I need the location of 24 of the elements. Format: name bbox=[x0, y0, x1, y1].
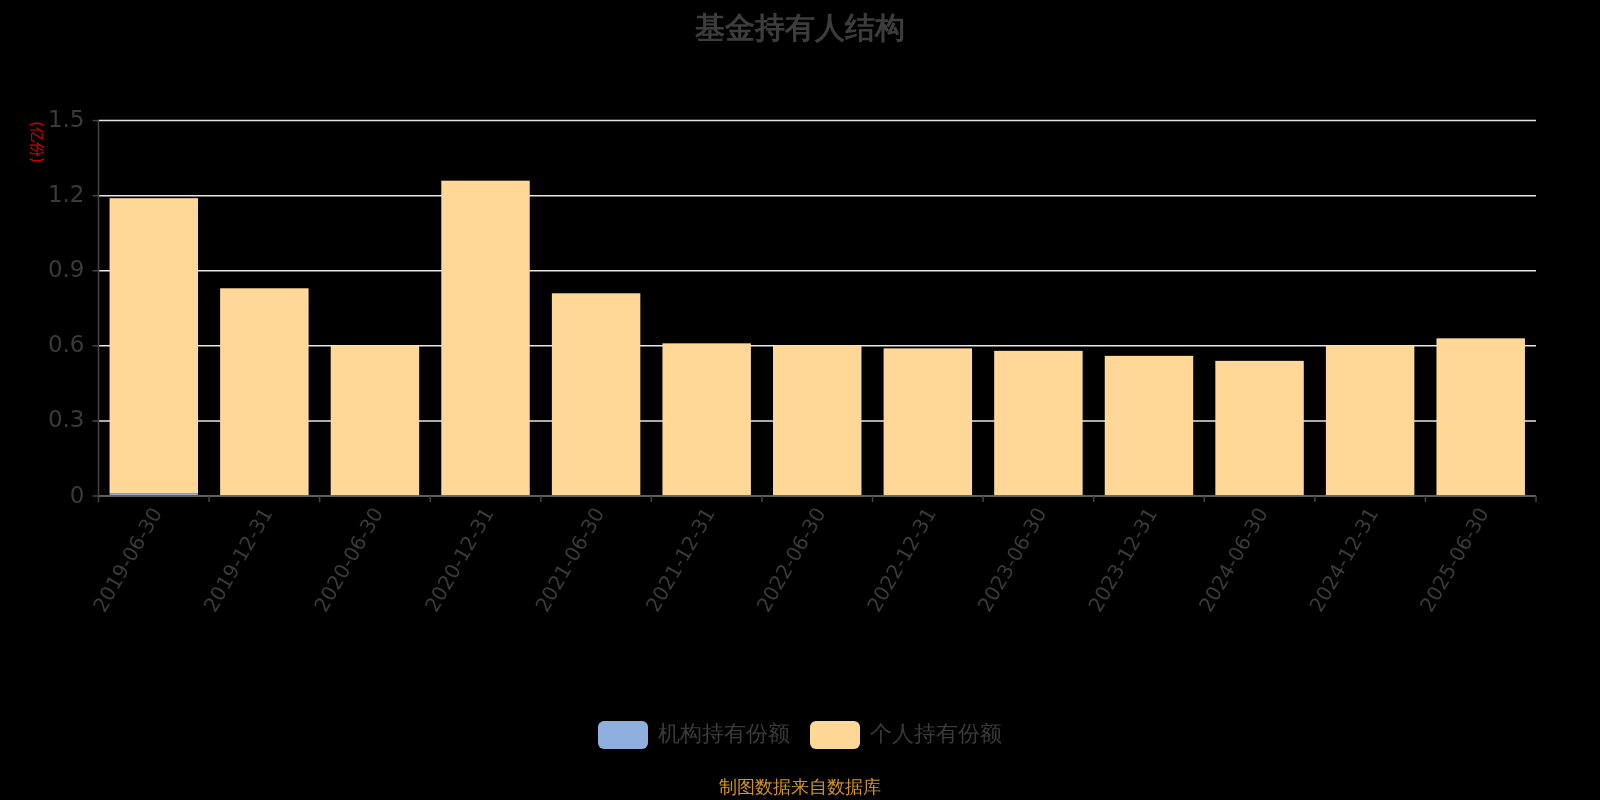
bar bbox=[1104, 355, 1194, 496]
y-tick-label: 1.5 bbox=[47, 106, 85, 133]
bar bbox=[1436, 338, 1525, 496]
y-tick-label: 1.2 bbox=[47, 181, 85, 208]
bar bbox=[330, 345, 420, 496]
legend-label: 个人持有份额 bbox=[870, 721, 1002, 746]
bar bbox=[1325, 345, 1415, 496]
bar bbox=[994, 350, 1083, 496]
y-axis-title: (亿份) bbox=[27, 121, 46, 163]
bar bbox=[220, 288, 309, 496]
bar bbox=[109, 198, 199, 494]
bar bbox=[662, 343, 751, 496]
y-tick-label: 0.3 bbox=[47, 406, 85, 433]
y-tick-label: 0.6 bbox=[47, 331, 85, 358]
y-tick-label: 0 bbox=[69, 481, 85, 508]
bar bbox=[1215, 360, 1304, 496]
y-tick-label: 0.9 bbox=[47, 256, 85, 283]
text: 制图数据来自数据库 bbox=[719, 776, 881, 797]
bar bbox=[773, 345, 862, 496]
bar bbox=[441, 180, 530, 496]
legend-label: 机构持有份额 bbox=[658, 721, 790, 746]
bar bbox=[551, 293, 641, 496]
bar bbox=[883, 348, 973, 496]
chart-title: 基金持有人结构 bbox=[694, 10, 905, 45]
